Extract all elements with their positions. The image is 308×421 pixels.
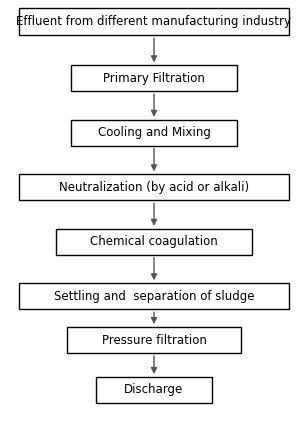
Text: Pressure filtration: Pressure filtration — [102, 333, 206, 346]
Text: Chemical coagulation: Chemical coagulation — [90, 235, 218, 248]
Text: Discharge: Discharge — [124, 384, 184, 397]
Bar — [71, 65, 237, 91]
Text: Effluent from different manufacturing industry: Effluent from different manufacturing in… — [17, 15, 291, 28]
Bar — [67, 327, 241, 353]
Text: Primary Filtration: Primary Filtration — [103, 72, 205, 85]
Bar — [96, 377, 212, 403]
Bar — [56, 229, 252, 255]
Bar — [19, 174, 289, 200]
Bar — [19, 8, 289, 35]
Text: Cooling and Mixing: Cooling and Mixing — [98, 126, 210, 139]
Text: Settling and  separation of sludge: Settling and separation of sludge — [54, 290, 254, 303]
Bar — [71, 120, 237, 146]
Bar — [19, 283, 289, 309]
Text: Neutralization (by acid or alkali): Neutralization (by acid or alkali) — [59, 181, 249, 194]
